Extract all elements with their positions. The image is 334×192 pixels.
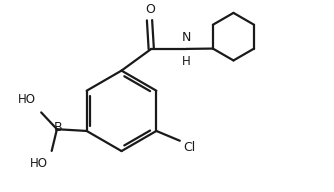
Text: N: N (182, 31, 191, 44)
Text: H: H (182, 55, 191, 68)
Text: HO: HO (18, 93, 36, 106)
Text: B: B (53, 121, 62, 134)
Text: Cl: Cl (183, 141, 195, 154)
Text: HO: HO (30, 157, 48, 170)
Text: O: O (145, 3, 155, 16)
